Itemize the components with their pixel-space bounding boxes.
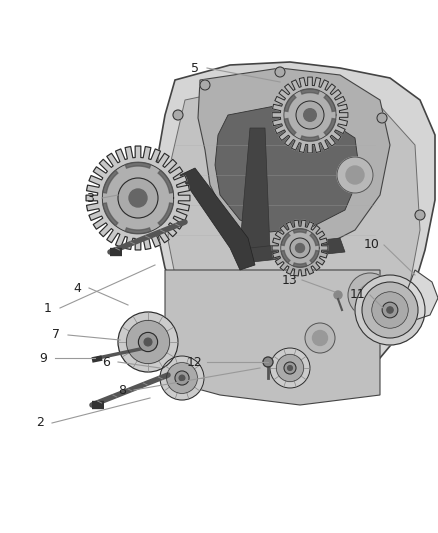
Polygon shape xyxy=(284,118,296,135)
Polygon shape xyxy=(281,251,290,263)
Circle shape xyxy=(200,80,210,90)
Polygon shape xyxy=(125,228,151,233)
Circle shape xyxy=(127,320,170,364)
Polygon shape xyxy=(300,89,319,94)
Polygon shape xyxy=(125,163,151,168)
Text: 4: 4 xyxy=(73,281,81,295)
Polygon shape xyxy=(284,95,296,111)
Circle shape xyxy=(296,244,304,253)
Circle shape xyxy=(173,110,183,120)
Polygon shape xyxy=(240,128,270,252)
Circle shape xyxy=(359,284,381,306)
Polygon shape xyxy=(103,203,118,226)
Circle shape xyxy=(337,157,373,193)
Polygon shape xyxy=(198,68,390,252)
Polygon shape xyxy=(272,220,328,276)
Polygon shape xyxy=(158,203,173,226)
Circle shape xyxy=(118,178,158,218)
Circle shape xyxy=(166,362,198,393)
Circle shape xyxy=(334,291,342,299)
Circle shape xyxy=(346,166,364,184)
Polygon shape xyxy=(103,170,118,193)
Polygon shape xyxy=(293,229,307,233)
Polygon shape xyxy=(86,146,190,250)
Circle shape xyxy=(288,366,293,370)
Circle shape xyxy=(362,282,418,338)
Text: 5: 5 xyxy=(191,61,199,75)
Text: 6: 6 xyxy=(102,356,110,368)
Circle shape xyxy=(355,275,425,345)
Polygon shape xyxy=(281,229,319,267)
Text: 1: 1 xyxy=(44,302,52,314)
Circle shape xyxy=(138,333,158,352)
Circle shape xyxy=(284,362,296,374)
Polygon shape xyxy=(310,251,319,263)
Polygon shape xyxy=(272,77,348,153)
Circle shape xyxy=(179,375,185,381)
Polygon shape xyxy=(405,270,438,320)
Circle shape xyxy=(144,338,152,346)
Text: 10: 10 xyxy=(364,238,380,252)
Circle shape xyxy=(276,354,304,382)
Circle shape xyxy=(160,356,204,400)
Circle shape xyxy=(312,330,328,345)
Polygon shape xyxy=(102,163,174,233)
Circle shape xyxy=(348,273,392,317)
Text: 7: 7 xyxy=(52,328,60,342)
Polygon shape xyxy=(180,168,255,270)
Polygon shape xyxy=(168,80,420,375)
Polygon shape xyxy=(310,233,319,246)
Polygon shape xyxy=(165,270,380,405)
Circle shape xyxy=(290,238,310,258)
Text: 12: 12 xyxy=(187,356,203,368)
Polygon shape xyxy=(215,105,360,232)
Polygon shape xyxy=(293,263,307,267)
Circle shape xyxy=(175,371,189,385)
Circle shape xyxy=(270,348,310,388)
Text: 9: 9 xyxy=(39,351,47,365)
Polygon shape xyxy=(281,233,290,246)
Circle shape xyxy=(387,307,393,313)
Polygon shape xyxy=(300,136,319,141)
Circle shape xyxy=(296,101,324,129)
Circle shape xyxy=(372,292,408,328)
Text: 2: 2 xyxy=(36,416,44,430)
Polygon shape xyxy=(158,170,173,193)
Circle shape xyxy=(382,302,398,318)
Circle shape xyxy=(304,109,316,122)
Text: 8: 8 xyxy=(118,384,126,397)
Polygon shape xyxy=(155,62,435,398)
Circle shape xyxy=(415,210,425,220)
Polygon shape xyxy=(284,89,336,141)
Text: 3: 3 xyxy=(86,191,94,205)
Circle shape xyxy=(263,357,273,367)
Circle shape xyxy=(377,113,387,123)
Polygon shape xyxy=(250,238,345,262)
Polygon shape xyxy=(324,118,336,135)
Circle shape xyxy=(305,323,335,353)
Text: 13: 13 xyxy=(282,273,298,287)
Circle shape xyxy=(129,189,147,207)
Circle shape xyxy=(118,312,178,372)
Text: 11: 11 xyxy=(350,288,366,302)
Circle shape xyxy=(275,67,285,77)
Polygon shape xyxy=(324,95,336,111)
